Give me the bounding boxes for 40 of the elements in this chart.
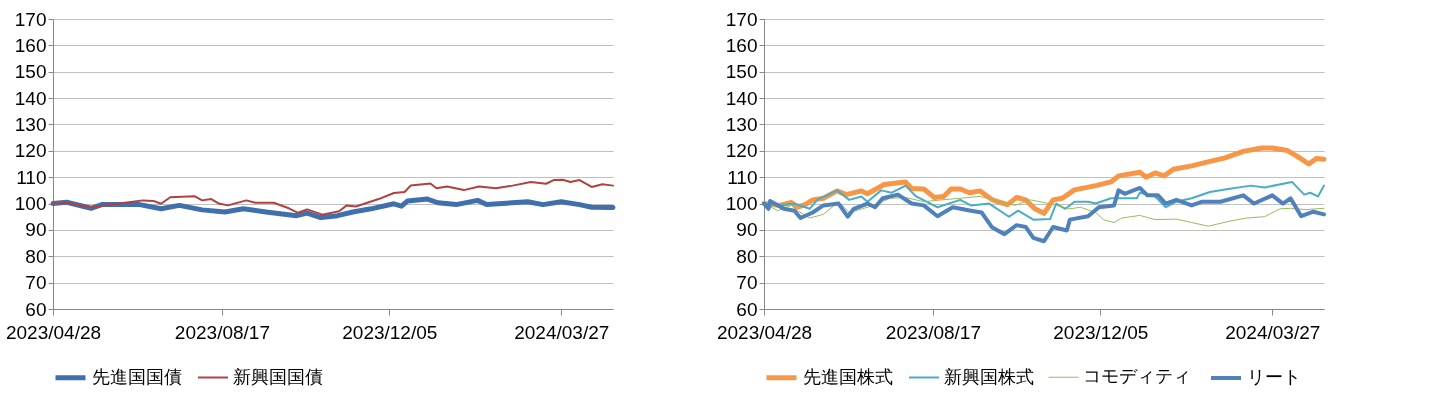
y-tick-label: 60 [25,298,47,320]
y-tick-label: 130 [14,113,47,135]
y-tick-label: 90 [25,219,47,241]
y-tick-label: 60 [736,298,758,320]
y-tick-label: 100 [725,193,758,215]
y-tick-label: 130 [725,113,758,135]
y-tick-label: 140 [14,87,47,109]
x-tick-label: 2024/03/27 [1225,321,1321,343]
legend-label: 新興国株式 [944,366,1034,387]
y-tick-label: 90 [736,219,758,241]
y-tick-label: 110 [16,166,47,188]
legend-label: 先進国国債 [92,366,182,387]
legend-label: リート [1247,367,1301,387]
legend-label: 先進国株式 [803,366,893,387]
legend-label: コモディティ [1083,366,1191,387]
y-tick-label: 160 [14,34,47,56]
x-tick-label: 2023/12/05 [1053,321,1149,343]
x-tick-label: 2023/04/28 [5,321,102,343]
y-tick-label: 70 [736,272,758,294]
y-tick-label: 150 [725,61,758,83]
y-tick-label: 150 [14,61,47,83]
line-series [762,185,1326,244]
x-tick-label: 2023/08/17 [885,321,981,343]
x-tick-label: 2023/08/17 [174,321,270,343]
y-tick-label: 100 [14,193,47,215]
y-tick-label: 170 [14,8,47,30]
y-tick-label: 80 [25,245,47,267]
y-tick-label: 70 [25,272,47,294]
x-tick-label: 2024/03/27 [514,321,610,343]
y-tick-label: 120 [14,140,47,162]
legend-label: 新興国国債 [233,366,323,387]
y-tick-label: 80 [736,245,758,267]
y-tick-label: 170 [725,8,758,30]
y-tick-label: 160 [725,34,758,56]
y-tick-label: 110 [727,166,758,188]
x-tick-label: 2023/12/05 [342,321,438,343]
line-series [52,178,614,216]
y-tick-label: 140 [725,87,758,109]
y-tick-label: 120 [725,140,758,162]
x-tick-label: 2023/04/28 [716,321,813,343]
